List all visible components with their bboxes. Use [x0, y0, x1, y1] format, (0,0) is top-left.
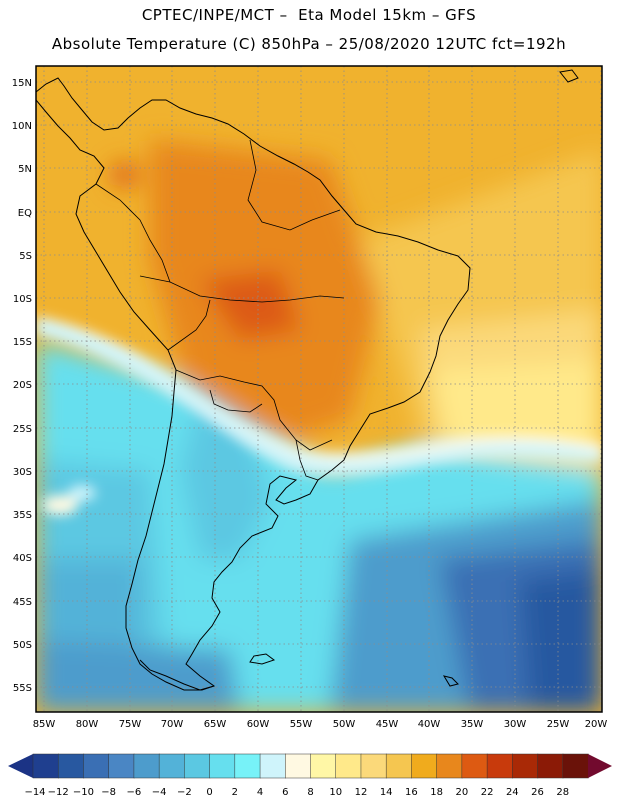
- latitude-axis: 15N 10N 5N EQ 5S 10S 15S 20S 25S 30S 35S…: [12, 78, 32, 694]
- lat-label: 25S: [13, 424, 32, 435]
- lon-label: 75W: [119, 719, 142, 730]
- colorbar-label: 22: [481, 787, 494, 798]
- colorbar-label: 8: [307, 787, 313, 798]
- colorbar-label: 26: [531, 787, 544, 798]
- colorbar: −14 −12 −10 −8 −6 −4 −2 0 2 4 6 8 10 12 14 16 18 20 22 24 26…: [8, 753, 612, 798]
- colorbar-under-arrow: [8, 754, 33, 778]
- lon-label: 50W: [333, 719, 356, 730]
- lat-label: 30S: [13, 467, 32, 478]
- south-america-coastline: [36, 77, 471, 691]
- colorbar-label: −14: [24, 787, 45, 798]
- colorbar-swatch: [310, 753, 337, 779]
- colorbar-swatch: [436, 753, 463, 779]
- colorbar-label: −6: [127, 787, 142, 798]
- lon-label: 20W: [585, 719, 608, 730]
- colorbar-label: 18: [430, 787, 443, 798]
- lon-label: 85W: [33, 719, 56, 730]
- colorbar-label: −10: [73, 787, 94, 798]
- colorbar-swatch: [461, 753, 488, 779]
- longitude-axis: 85W 80W 75W 70W 65W 60W 55W 50W 45W 40W …: [33, 719, 608, 730]
- lat-label: 10N: [12, 121, 32, 132]
- lon-label: 60W: [247, 719, 270, 730]
- colorbar-swatch: [385, 753, 413, 779]
- lat-label: EQ: [18, 208, 32, 219]
- colorbar-swatch: [158, 753, 186, 779]
- lon-label: 55W: [290, 719, 313, 730]
- colorbar-swatch: [259, 753, 286, 779]
- lon-label: 70W: [161, 719, 184, 730]
- colorbar-swatch: [57, 753, 85, 779]
- colorbar-swatch: [108, 753, 135, 779]
- lon-label: 40W: [418, 719, 441, 730]
- colorbar-swatch: [562, 753, 589, 779]
- colorbar-label: 14: [380, 787, 393, 798]
- colorbar-label: −8: [101, 787, 116, 798]
- country-borders: [95, 139, 345, 481]
- map-title-line2: Absolute Temperature (C) 850hPa – 25/08/…: [51, 35, 567, 53]
- colorbar-swatch: [83, 753, 110, 779]
- lon-label: 25W: [547, 719, 570, 730]
- colorbar-swatch: [512, 753, 539, 779]
- colorbar-swatch: [486, 753, 513, 779]
- lat-label: 20S: [13, 380, 32, 391]
- colorbar-label: 4: [257, 787, 263, 798]
- colorbar-label: 28: [556, 787, 569, 798]
- lat-label: 35S: [13, 510, 32, 521]
- colorbar-swatch: [360, 753, 387, 779]
- colorbar-label: 16: [405, 787, 418, 798]
- colorbar-label: 2: [232, 787, 238, 798]
- colorbar-swatch: [234, 753, 261, 779]
- colorbar-swatch: [335, 753, 362, 779]
- lat-label: 15S: [13, 337, 32, 348]
- lat-label: 5S: [19, 251, 32, 262]
- lat-label: 45S: [13, 597, 32, 608]
- colorbar-swatch: [32, 753, 59, 779]
- colorbar-over-arrow: [588, 754, 612, 778]
- temperature-field: [36, 66, 602, 712]
- colorbar-label: 20: [455, 787, 468, 798]
- colorbar-swatch: [133, 753, 160, 779]
- lat-label: 55S: [13, 683, 32, 694]
- colorbar-label: 24: [506, 787, 519, 798]
- lat-label: 10S: [13, 294, 32, 305]
- colorbar-label: 6: [282, 787, 288, 798]
- colorbar-label: 12: [355, 787, 368, 798]
- lat-label: 50S: [13, 640, 32, 651]
- plot-frame: [35, 65, 603, 713]
- lon-label: 45W: [376, 719, 399, 730]
- lat-label: 15N: [12, 78, 32, 89]
- lon-label: 65W: [204, 719, 227, 730]
- colorbar-label: 10: [329, 787, 342, 798]
- lon-label: 30W: [504, 719, 527, 730]
- colorbar-label: −2: [177, 787, 192, 798]
- colorbar-swatch: [184, 753, 211, 779]
- colorbar-swatch: [411, 753, 438, 779]
- colorbar-label: −4: [152, 787, 167, 798]
- lon-label: 80W: [76, 719, 99, 730]
- lat-label: 40S: [13, 553, 32, 564]
- colorbar-swatch: [209, 753, 236, 779]
- colorbar-label: 0: [206, 787, 212, 798]
- colorbar-swatch: [537, 753, 564, 779]
- colorbar-swatch: [285, 753, 312, 779]
- lon-label: 35W: [461, 719, 484, 730]
- colorbar-label: −12: [48, 787, 69, 798]
- map-title-line1: CPTEC/INPE/MCT – Eta Model 15km – GFS: [141, 6, 477, 24]
- lat-label: 5N: [18, 164, 32, 175]
